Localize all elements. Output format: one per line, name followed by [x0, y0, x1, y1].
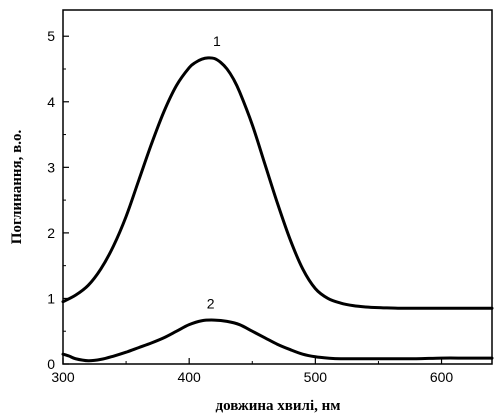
curve-annotations: 12	[207, 33, 221, 311]
x-tick-label: 300	[51, 369, 75, 385]
plot-area-border	[62, 9, 493, 365]
series-2-line	[61, 318, 494, 363]
y-tick-label: 0	[47, 356, 55, 372]
curve-label-2: 2	[207, 295, 215, 311]
y-tick-label: 2	[47, 225, 55, 241]
plot-frame	[62, 9, 493, 365]
y-axis-title: Поглинання, в.о.	[9, 130, 25, 245]
y-tick-label: 1	[47, 290, 55, 306]
curves	[61, 56, 494, 363]
x-tick-label: 500	[304, 369, 328, 385]
curve-label-1: 1	[213, 33, 221, 49]
x-axis-title: довжина хвилі, нм	[216, 398, 341, 414]
x-tick-label: 600	[430, 369, 454, 385]
x-tick-label: 400	[177, 369, 201, 385]
x-axis: 300 400 500 600	[51, 358, 453, 385]
y-tick-label: 3	[47, 159, 55, 175]
y-tick-label: 5	[47, 28, 55, 44]
y-axis: 0 1 2 3 4 5	[47, 28, 69, 372]
series-1-line	[61, 56, 494, 310]
y-tick-label: 4	[47, 94, 55, 110]
